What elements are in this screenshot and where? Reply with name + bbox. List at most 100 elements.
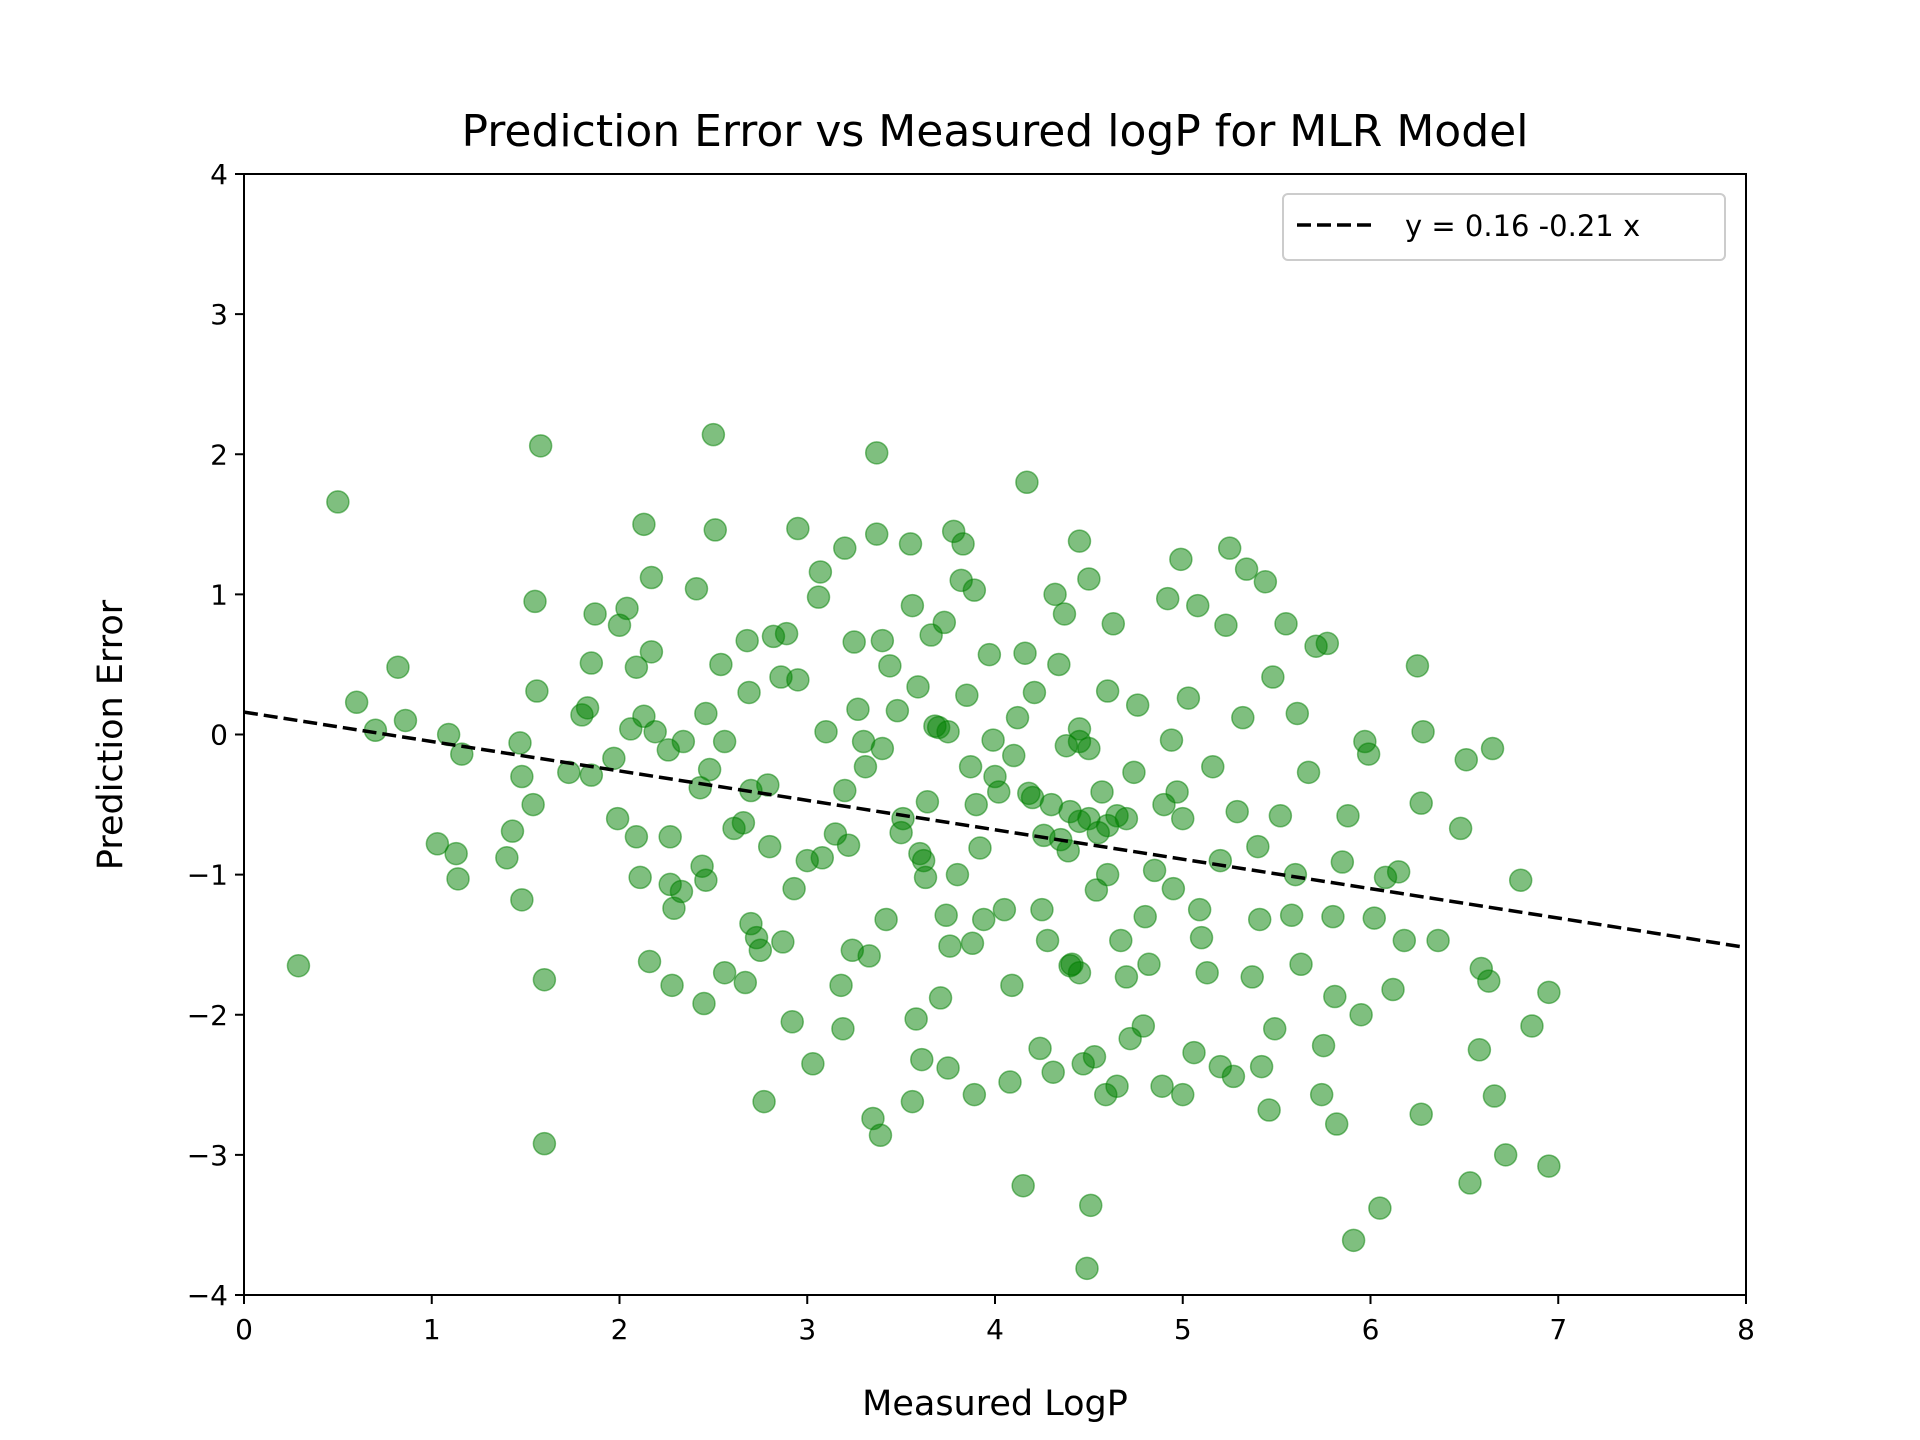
legend-box	[1282, 193, 1726, 261]
scatter-point	[1368, 1196, 1392, 1220]
scatter-point	[934, 903, 958, 928]
scatter-point	[808, 560, 833, 584]
scatter-point	[1077, 736, 1101, 761]
scatter-point	[344, 690, 369, 715]
scatter-point	[960, 931, 985, 956]
scatter-point	[1186, 593, 1210, 618]
scatter-point	[1508, 868, 1533, 892]
scatter-point	[583, 602, 607, 626]
scatter-point	[1240, 965, 1264, 989]
scatter-point	[1015, 470, 1039, 495]
scatter-point	[386, 655, 410, 679]
scatter-point	[639, 640, 664, 664]
scatter-point	[964, 792, 988, 817]
scatter-point	[1150, 1074, 1174, 1098]
y-axis-label: Prediction Error	[91, 599, 131, 870]
scatter-point	[1217, 536, 1242, 560]
scatter-point	[632, 512, 656, 537]
y-tick-label: 2	[210, 438, 228, 471]
scatter-point	[900, 593, 925, 618]
scatter-point	[857, 944, 881, 968]
scatter-point	[868, 1123, 893, 1148]
x-tick-label: 1	[423, 1313, 441, 1346]
scatter-point	[703, 518, 728, 542]
scatter-point	[1480, 736, 1505, 761]
scatter-point	[771, 930, 795, 954]
scatter-point	[1152, 792, 1176, 817]
scatter-point	[1323, 984, 1347, 1009]
x-tick-label: 8	[1737, 1313, 1755, 1346]
scatter-point	[853, 754, 878, 779]
scatter-point	[900, 1089, 925, 1114]
scatter-point	[692, 991, 716, 1016]
scatter-point	[851, 729, 876, 754]
scatter-point	[1392, 928, 1417, 953]
axes: 0 1 2 3 4 5 6 7 8 −4 −3 −2 −1 0 1 2 3 4 y = 0.16 -0.21 x	[187, 158, 1755, 1346]
scatter-point	[1114, 965, 1139, 989]
scatter-point	[446, 867, 470, 891]
scatter-point	[1075, 1256, 1099, 1281]
scatter-point	[1279, 903, 1304, 928]
scatter-point	[1246, 834, 1270, 859]
scatter-point	[1189, 925, 1214, 950]
scatter-point	[658, 825, 682, 849]
scatter-point	[938, 934, 962, 958]
scatter-point	[1187, 897, 1212, 922]
scatter-point	[981, 728, 1005, 752]
scatter-point	[1520, 1014, 1544, 1038]
scatter-point	[1311, 1033, 1336, 1058]
scatter-point	[1285, 701, 1310, 726]
scatter-point	[904, 1007, 928, 1031]
scatter-point	[1356, 742, 1381, 766]
scatter-point	[1493, 1143, 1518, 1167]
scatter-point	[1067, 960, 1092, 985]
scatter-point	[945, 862, 970, 887]
scatter-point	[910, 1047, 934, 1072]
scatter-point	[1448, 816, 1473, 841]
scatter-point	[425, 832, 450, 856]
scatter-point	[326, 490, 350, 514]
y-tick-label: −4	[187, 1279, 228, 1312]
scatter-point	[1208, 848, 1233, 873]
scatter-point	[510, 764, 534, 789]
scatter-point	[864, 441, 889, 465]
scatter-point	[684, 577, 709, 601]
scatter-point	[1201, 754, 1225, 779]
plot-area	[244, 422, 1746, 1281]
scatter-point	[1086, 820, 1111, 845]
scatter-point	[1000, 973, 1024, 998]
scatter-point	[575, 696, 600, 720]
scatter-point	[605, 806, 630, 831]
scatter-point	[521, 792, 545, 817]
scatter-point	[624, 655, 649, 679]
scatter-point	[1268, 804, 1293, 828]
scatter-point	[1125, 693, 1150, 717]
scatter-point	[525, 679, 549, 703]
scatter-point	[1142, 858, 1167, 883]
scatter-point	[1079, 1193, 1103, 1218]
y-tick-label: −3	[187, 1139, 228, 1172]
scatter-point	[889, 820, 913, 845]
scatter-point	[1022, 680, 1047, 705]
scatter-point	[748, 938, 773, 963]
scatter-point	[1133, 904, 1157, 929]
scatter-point	[1095, 679, 1120, 703]
scatter-point	[831, 1017, 855, 1041]
scatter-point	[532, 967, 557, 992]
scatter-point	[795, 848, 819, 873]
scatter-point	[951, 532, 975, 556]
scatter-point	[1182, 1040, 1206, 1065]
scatter-point	[694, 868, 718, 892]
scatter-point	[774, 621, 799, 646]
scatter-point	[1247, 907, 1272, 932]
fit-line	[244, 710, 1746, 950]
legend: y = 0.16 -0.21 x	[1282, 193, 1726, 261]
scatter-point	[1109, 928, 1133, 953]
scatter-point	[1234, 557, 1259, 581]
scatter-point	[814, 719, 838, 744]
scatter-point	[709, 652, 733, 677]
scatter-point	[1176, 686, 1201, 710]
scatter-point	[697, 757, 722, 782]
scatter-point	[780, 1010, 804, 1034]
scatter-point	[1283, 862, 1308, 887]
